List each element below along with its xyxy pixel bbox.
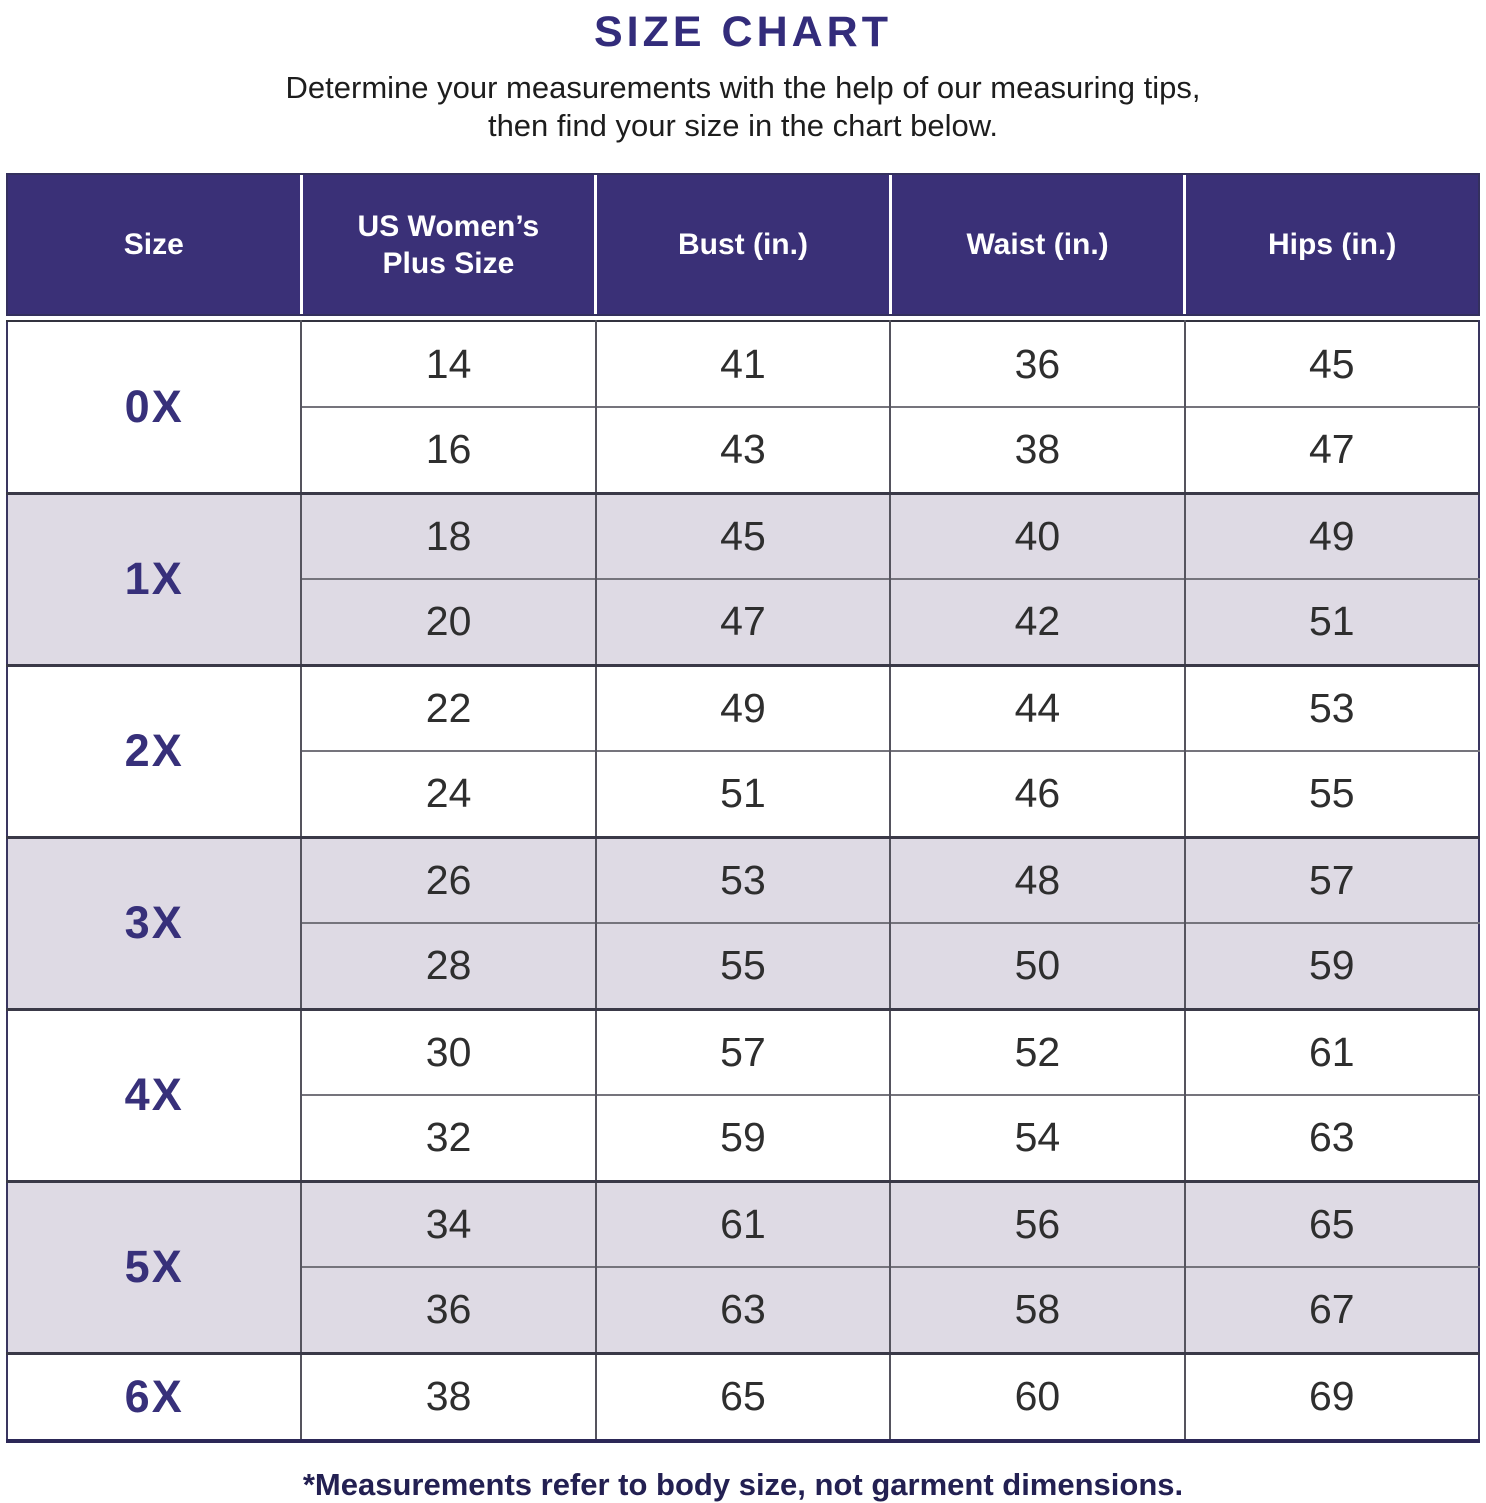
measurement-cell: 58 bbox=[889, 1266, 1185, 1353]
column-header-waist: Waist (in.) bbox=[888, 175, 1184, 314]
measurement-cell: 40 bbox=[889, 491, 1185, 579]
size-group-label: 0X bbox=[7, 321, 302, 493]
table-row: 32 59 54 63 bbox=[7, 1094, 1479, 1181]
measurement-cell: 45 bbox=[1183, 321, 1479, 407]
measurement-cell: 53 bbox=[594, 835, 891, 923]
measurement-cell: 52 bbox=[889, 1007, 1185, 1095]
table-row: 0X 14 41 36 45 bbox=[7, 321, 1479, 493]
measurement-cell: 48 bbox=[889, 835, 1185, 923]
measurement-cell: 32 bbox=[300, 1094, 596, 1181]
column-header-bust: Bust (in.) bbox=[594, 175, 889, 314]
column-header-size: Size bbox=[123, 228, 184, 261]
table-row: 1X 18 45 40 49 bbox=[7, 491, 1479, 665]
measurement-cell: 38 bbox=[300, 1351, 596, 1441]
table-row: 2X 22 49 44 53 bbox=[7, 663, 1479, 837]
size-chart-table: 0X 14 41 36 45 16 43 38 47 1X 18 45 40 49 20 47 42 51 2X 22… bbox=[6, 320, 1480, 1443]
table-row: 28 55 50 59 bbox=[7, 922, 1479, 1009]
footnote: *Measurements refer to body size, not ga… bbox=[302, 1467, 1184, 1502]
measurement-cell: 45 bbox=[594, 491, 891, 579]
measurement-cell: 36 bbox=[300, 1266, 596, 1353]
measurement-cell: 16 bbox=[300, 406, 596, 493]
measurement-cell: 55 bbox=[1183, 750, 1479, 837]
measurement-cell: 55 bbox=[594, 922, 891, 1009]
measurement-cell: 57 bbox=[594, 1007, 891, 1095]
table-row: 6X 38 65 60 69 bbox=[7, 1351, 1479, 1441]
measurement-cell: 69 bbox=[1183, 1351, 1479, 1441]
measurement-cell: 36 bbox=[889, 321, 1185, 407]
measurement-cell: 24 bbox=[300, 750, 596, 837]
measurement-cell: 49 bbox=[1183, 491, 1479, 579]
measurement-cell: 42 bbox=[889, 578, 1185, 665]
measurement-cell: 54 bbox=[889, 1094, 1185, 1181]
column-header-us-womens-plus-size: US Women’s Plus Size bbox=[299, 175, 595, 314]
column-header-hips: Hips (in.) bbox=[1183, 175, 1478, 314]
measurement-cell: 22 bbox=[300, 663, 596, 751]
measurement-cell: 47 bbox=[1183, 406, 1479, 493]
measurement-cell: 47 bbox=[594, 578, 891, 665]
measurement-cell: 67 bbox=[1183, 1266, 1479, 1353]
measurement-cell: 60 bbox=[889, 1351, 1185, 1441]
measurement-cell: 44 bbox=[889, 663, 1185, 751]
measurement-cell: 65 bbox=[1183, 1179, 1479, 1267]
table-row: 36 63 58 67 bbox=[7, 1266, 1479, 1353]
size-group-label: 3X bbox=[7, 835, 302, 1009]
size-group-label: 5X bbox=[7, 1179, 302, 1353]
size-group-label: 1X bbox=[7, 491, 302, 665]
measurement-cell: 14 bbox=[300, 321, 596, 407]
measurement-cell: 49 bbox=[594, 663, 891, 751]
subtitle: Determine your measurements with the hel… bbox=[0, 69, 1486, 145]
table-row: 16 43 38 47 bbox=[7, 406, 1479, 493]
size-group-label: 6X bbox=[7, 1351, 302, 1441]
measurement-cell: 30 bbox=[300, 1007, 596, 1095]
size-group-label: 4X bbox=[7, 1007, 302, 1181]
measurement-cell: 43 bbox=[594, 406, 891, 493]
measurement-cell: 51 bbox=[1183, 578, 1479, 665]
measurement-cell: 28 bbox=[300, 922, 596, 1009]
subtitle-line-1: Determine your measurements with the hel… bbox=[285, 70, 1201, 105]
measurement-cell: 65 bbox=[594, 1351, 891, 1441]
measurement-cell: 18 bbox=[300, 491, 596, 579]
subtitle-line-2: then find your size in the chart below. bbox=[487, 108, 999, 143]
measurement-cell: 59 bbox=[594, 1094, 891, 1181]
measurement-cell: 46 bbox=[889, 750, 1185, 837]
measurement-cell: 59 bbox=[1183, 922, 1479, 1009]
measurement-cell: 53 bbox=[1183, 663, 1479, 751]
measurement-cell: 61 bbox=[1183, 1007, 1479, 1095]
measurement-cell: 56 bbox=[889, 1179, 1185, 1267]
measurement-cell: 26 bbox=[300, 835, 596, 923]
measurement-cell: 34 bbox=[300, 1179, 596, 1267]
table-row: 4X 30 57 52 61 bbox=[7, 1007, 1479, 1181]
table-row: 24 51 46 55 bbox=[7, 750, 1479, 837]
measurement-cell: 63 bbox=[594, 1266, 891, 1353]
measurement-cell: 63 bbox=[1183, 1094, 1479, 1181]
table-row: 20 47 42 51 bbox=[7, 578, 1479, 665]
table-header-row: Size US Women’s Plus Size Bust (in.) Wai… bbox=[6, 173, 1480, 316]
table-row: 3X 26 53 48 57 bbox=[7, 835, 1479, 1009]
measurement-cell: 20 bbox=[300, 578, 596, 665]
measurement-cell: 38 bbox=[889, 406, 1185, 493]
table-row: 5X 34 61 56 65 bbox=[7, 1179, 1479, 1353]
size-group-label: 2X bbox=[7, 663, 302, 837]
measurement-cell: 51 bbox=[594, 750, 891, 837]
measurement-cell: 41 bbox=[594, 321, 891, 407]
measurement-cell: 57 bbox=[1183, 835, 1479, 923]
measurement-cell: 61 bbox=[594, 1179, 891, 1267]
page-title: SIZE CHART bbox=[594, 8, 892, 56]
measurement-cell: 50 bbox=[889, 922, 1185, 1009]
